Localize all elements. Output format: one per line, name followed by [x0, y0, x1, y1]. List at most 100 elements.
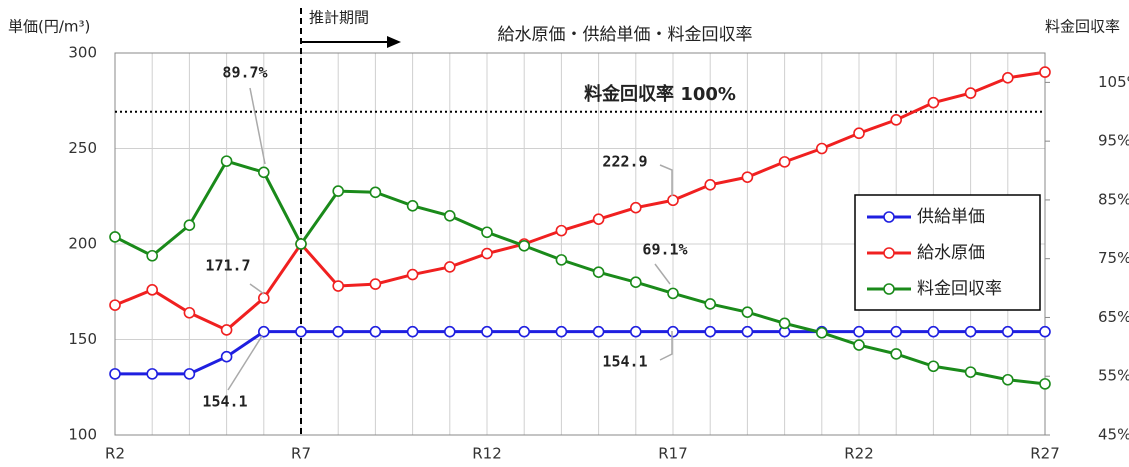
point: [295, 238, 307, 250]
chart-title: 給水原価・供給単価・料金回収率: [498, 25, 753, 45]
point: [629, 276, 642, 289]
point: [1001, 373, 1014, 386]
leader-line: [659, 164, 673, 196]
point: [964, 325, 977, 338]
leader-line: [249, 87, 266, 165]
point: [481, 247, 493, 260]
point: [890, 114, 903, 126]
x-tick-label: R2: [105, 445, 125, 463]
point: [964, 87, 977, 99]
plot-frame: [114, 52, 1046, 436]
point: [518, 325, 531, 338]
point: [257, 325, 270, 338]
point: [704, 178, 717, 191]
point: [1039, 325, 1051, 338]
y2-axis-label: 料金回収率: [1045, 18, 1120, 36]
point: [1001, 325, 1014, 338]
point: [592, 266, 605, 279]
point: [220, 350, 233, 363]
point: [890, 348, 903, 360]
y2-tick-label: 55%: [1098, 367, 1129, 385]
point: [146, 284, 158, 296]
x-tick-label: R17: [658, 445, 688, 463]
point: [555, 254, 568, 266]
legend-marker: [883, 247, 895, 259]
x-tick-label: R7: [291, 445, 311, 463]
point: [1039, 378, 1051, 390]
y-tick-label: 250: [68, 139, 97, 157]
data-label: 171.7: [205, 257, 250, 275]
point: [704, 325, 717, 338]
point: [220, 324, 233, 336]
leader-line: [227, 335, 263, 391]
point: [109, 368, 121, 380]
leader-line: [659, 331, 673, 361]
point: [1001, 72, 1014, 84]
y-axis-label: 単価(円/m³): [8, 18, 90, 36]
forecast-arrowhead: [387, 36, 401, 48]
reference-label: 料金回収率 100%: [584, 83, 736, 105]
point: [1039, 66, 1051, 78]
point: [927, 96, 940, 109]
series-line: [115, 330, 1045, 376]
point: [741, 325, 754, 338]
x-tick-label: R12: [472, 445, 502, 463]
point: [332, 280, 345, 292]
x-tick-label: R27: [1030, 445, 1060, 463]
y2-tick-label: 95%: [1098, 132, 1129, 150]
series-line: [114, 70, 1046, 332]
legend-label: 給水原価: [917, 243, 985, 263]
point: [257, 292, 270, 304]
point: [257, 166, 270, 179]
point: [369, 325, 382, 338]
forecast-label: 推計期間: [309, 9, 369, 27]
point: [406, 200, 419, 212]
point: [592, 325, 605, 338]
point: [853, 127, 865, 140]
legend-label: 供給単価: [917, 207, 985, 227]
point: [295, 325, 307, 338]
point: [741, 171, 754, 183]
point: [443, 209, 456, 222]
point: [890, 325, 903, 338]
point: [183, 368, 196, 380]
y2-tick-label: 45%: [1098, 426, 1129, 444]
point: [555, 325, 568, 338]
point: [443, 325, 456, 338]
point: [146, 249, 158, 262]
legend-marker: [883, 211, 895, 223]
point: [629, 201, 642, 214]
series-line: [114, 159, 1046, 386]
point: [629, 325, 642, 338]
point: [332, 185, 345, 197]
leader-line: [654, 263, 671, 285]
point: [518, 239, 531, 252]
legend-marker: [883, 283, 895, 295]
data-label: 222.9: [602, 153, 647, 171]
point: [369, 278, 382, 290]
point: [853, 325, 865, 338]
leader-line: [249, 283, 265, 295]
y-tick-label: 200: [68, 235, 97, 253]
point: [481, 325, 493, 338]
point: [815, 142, 828, 155]
point: [741, 306, 754, 318]
point: [183, 219, 196, 231]
y-tick-label: 300: [68, 44, 97, 62]
legend-label: 料金回収率: [917, 279, 1002, 299]
data-label: 154.1: [602, 353, 647, 371]
point: [667, 194, 679, 207]
point: [109, 231, 121, 243]
point: [406, 268, 419, 281]
point: [481, 226, 493, 239]
point: [964, 366, 977, 378]
data-label: 69.1%: [642, 241, 687, 259]
point: [592, 213, 605, 225]
y2-tick-label: 75%: [1098, 249, 1129, 267]
y-tick-label: 150: [68, 330, 97, 348]
data-label: 154.1: [202, 393, 247, 411]
point: [443, 261, 456, 273]
y2-tick-label: 105%: [1098, 73, 1129, 91]
y-tick-label: 100: [68, 426, 97, 444]
